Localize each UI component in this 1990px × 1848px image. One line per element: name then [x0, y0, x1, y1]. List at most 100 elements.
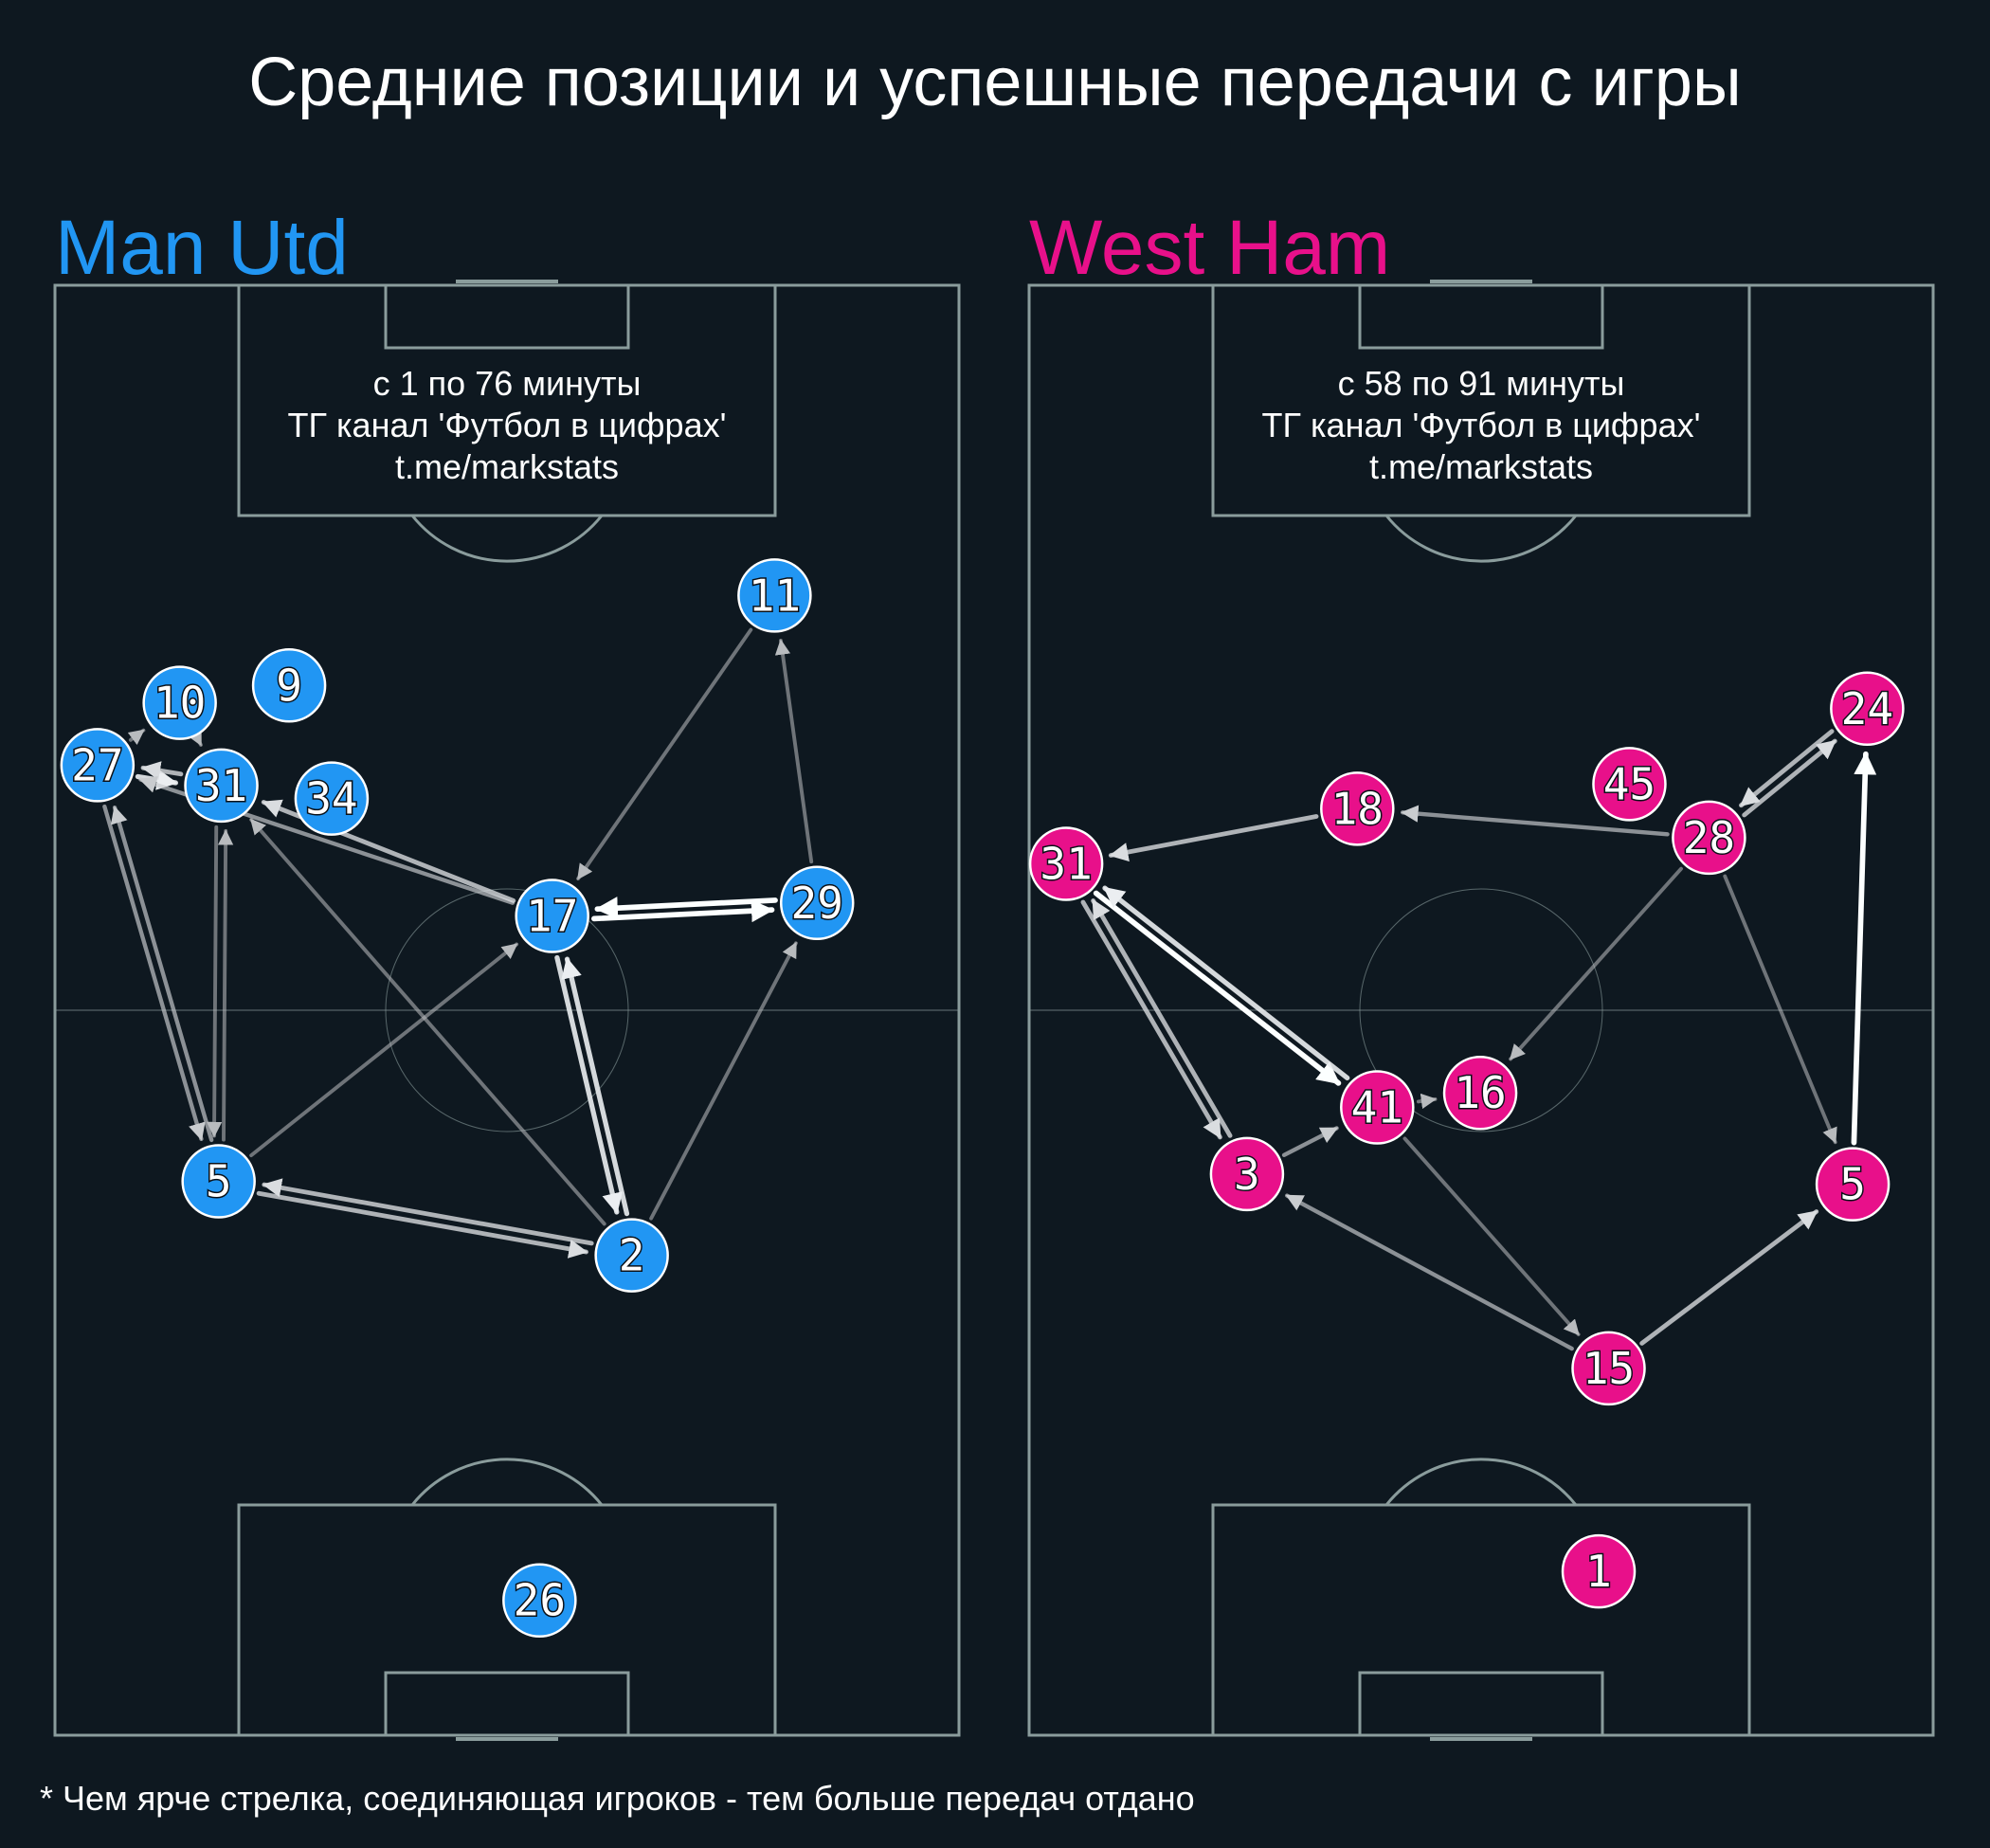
pass-arrows	[1080, 729, 1877, 1351]
player-number: 31	[1040, 838, 1092, 889]
player-node: 16	[1442, 1055, 1518, 1131]
player-number: 26	[514, 1575, 566, 1626]
player-marker	[779, 865, 855, 941]
player-marker	[515, 879, 589, 953]
player-number: 9	[276, 660, 302, 711]
player-marker	[1830, 671, 1905, 747]
pass-arrow	[206, 824, 223, 1138]
player-marker	[1561, 1533, 1637, 1609]
player-marker	[1320, 771, 1395, 846]
player-node: 24	[1830, 671, 1905, 747]
pass-arrows	[102, 627, 814, 1259]
penalty-area-bottom	[1211, 1503, 1751, 1737]
player-number: 17	[526, 891, 578, 942]
player-number: 2	[619, 1230, 645, 1281]
pass-arrow	[249, 942, 519, 1158]
pass-arrow	[1102, 885, 1350, 1081]
player-node: 18	[1320, 771, 1395, 846]
penalty-area-bottom	[237, 1503, 777, 1737]
info-line: t.me/markstats	[1369, 447, 1593, 486]
pass-arrow	[1723, 874, 1837, 1145]
pass-arrow	[217, 828, 234, 1142]
player-node: 1	[1561, 1533, 1637, 1609]
player-number: 24	[1841, 683, 1893, 734]
pass-arrow	[1281, 1126, 1339, 1158]
player-node: 41	[1340, 1070, 1415, 1145]
player-number: 5	[206, 1156, 232, 1207]
player-number: 27	[71, 739, 123, 790]
player-marker	[1442, 1055, 1518, 1131]
player-node: 5	[181, 1144, 256, 1219]
player-marker	[251, 648, 327, 723]
pass-arrow	[1093, 890, 1342, 1086]
player-number: 31	[195, 760, 247, 811]
player-marker	[294, 761, 370, 836]
player-marker	[181, 1144, 256, 1219]
player-number: 16	[1454, 1067, 1506, 1118]
pass-arrow	[1091, 898, 1233, 1138]
player-marker	[1592, 747, 1667, 822]
player-marker	[594, 1218, 669, 1293]
pass-arrow	[1416, 1093, 1438, 1110]
info-line: с 1 по 76 минуты	[373, 364, 642, 403]
pass-arrow	[110, 805, 214, 1143]
pass-arrow	[1851, 751, 1877, 1146]
penalty-arc-bottom	[1384, 1458, 1578, 1506]
player-marker	[1815, 1147, 1890, 1222]
player-marker	[1571, 1331, 1646, 1406]
player-marker	[737, 558, 812, 633]
figure-title: Средние позиции и успешные передачи с иг…	[248, 45, 1741, 120]
footnote: * Чем ярче стрелка, соединяющая игроков …	[40, 1779, 1195, 1818]
pass-arrow	[262, 1178, 594, 1246]
player-node: 10	[142, 665, 217, 740]
info-line: с 58 по 91 минуты	[1338, 364, 1625, 403]
pass-arrow	[102, 804, 206, 1142]
pass-arrow	[256, 1190, 588, 1259]
pass-arrow	[1080, 899, 1222, 1140]
player-number: 18	[1331, 783, 1384, 834]
player-number: 5	[1839, 1159, 1866, 1210]
player-marker	[184, 748, 259, 824]
pass-arrow	[554, 954, 624, 1215]
player-node: 34	[294, 761, 370, 836]
pass-arrow	[127, 728, 146, 746]
pass-arrow	[188, 729, 203, 747]
player-node: 45	[1592, 747, 1667, 822]
pass-arrow	[249, 818, 606, 1226]
pass-arrow	[591, 899, 775, 923]
penalty-arc-top	[410, 515, 604, 563]
player-node: 15	[1571, 1331, 1646, 1406]
six-yard-box-bottom	[384, 1671, 630, 1737]
six-yard-box-top	[384, 283, 630, 350]
pass-arrow	[1509, 866, 1683, 1061]
player-node: 31	[1028, 826, 1104, 901]
center-circle	[385, 888, 629, 1132]
player-node: 9	[251, 648, 327, 723]
pass-arrow	[576, 627, 753, 881]
player-nodes: 10 9 11 27 31 34 17 29 5 2 26	[60, 558, 855, 1638]
pass-arrow	[1400, 805, 1670, 837]
player-node: 17	[515, 879, 589, 953]
info-line: ТГ канал 'Футбол в цифрах'	[288, 406, 727, 444]
player-marker	[1340, 1070, 1415, 1145]
player-node: 2	[594, 1218, 669, 1293]
player-marker	[502, 1563, 577, 1638]
player-number: 45	[1603, 758, 1655, 809]
player-number: 11	[749, 570, 801, 621]
info-line: ТГ канал 'Футбол в цифрах'	[1262, 406, 1701, 444]
player-marker	[142, 665, 217, 740]
player-node: 31	[184, 748, 259, 824]
pass-arrow	[561, 956, 630, 1217]
player-nodes: 24 45 18 28 31 16 41 3 5 15 1	[1028, 671, 1905, 1609]
team-name: West Ham	[1029, 205, 1390, 291]
player-node: 26	[502, 1563, 577, 1638]
pass-arrow	[774, 639, 814, 864]
six-yard-box-bottom	[1358, 1671, 1604, 1737]
player-marker	[1209, 1136, 1285, 1212]
player-number: 28	[1683, 812, 1735, 863]
player-number: 29	[791, 878, 843, 929]
pass-arrow	[1402, 1136, 1581, 1336]
